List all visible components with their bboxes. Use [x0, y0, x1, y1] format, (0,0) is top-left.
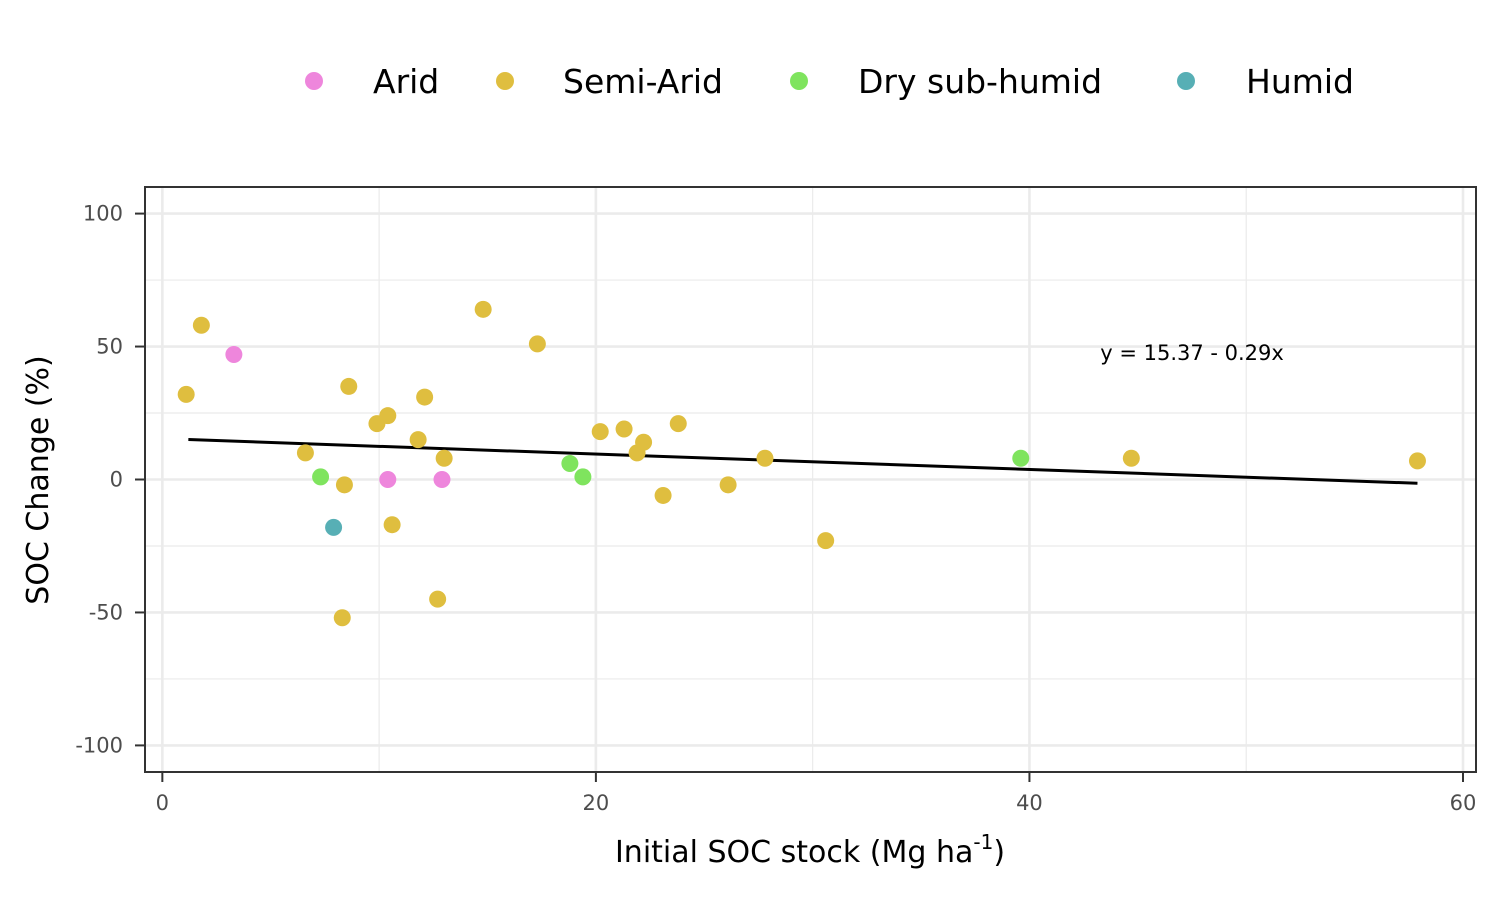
x-axis-title: Initial SOC stock (Mg ha-1)	[615, 830, 1005, 870]
point-semi-arid	[1122, 449, 1140, 467]
legend-key-dry-sub-humid	[790, 72, 808, 90]
x-axis-title-superscript: -1	[973, 830, 993, 854]
point-semi-arid	[416, 388, 434, 406]
legend: Arid Semi-Arid Dry sub-humid Humid	[305, 62, 1354, 101]
point-semi-arid	[192, 316, 210, 334]
y-axis-title: SOC Change (%)	[21, 355, 56, 604]
point-semi-arid	[669, 415, 687, 433]
major-gridlines	[145, 187, 1476, 772]
point-semi-arid	[335, 476, 353, 494]
point-dry-sub-humid	[1012, 449, 1030, 467]
x-tick-label: 60	[1450, 791, 1477, 815]
point-arid	[225, 346, 243, 364]
legend-label-arid: Arid	[373, 62, 439, 101]
point-arid	[379, 471, 397, 488]
point-semi-arid	[435, 449, 453, 467]
x-axis-title-text: Initial SOC stock (Mg ha	[615, 835, 973, 870]
point-humid	[325, 518, 343, 536]
y-tick-label: 50	[96, 335, 123, 359]
point-semi-arid	[591, 423, 609, 441]
point-semi-arid	[474, 300, 492, 318]
trend-line	[188, 438, 1418, 485]
point-semi-arid	[1408, 452, 1426, 470]
minor-gridlines	[145, 187, 1476, 772]
point-semi-arid	[409, 431, 427, 449]
point-semi-arid	[429, 590, 447, 608]
y-axis: 100 50 0 -50 -100	[75, 202, 145, 757]
legend-key-semi-arid	[496, 72, 514, 90]
point-semi-arid	[719, 476, 737, 494]
y-tick-label: -50	[89, 600, 123, 624]
point-semi-arid	[177, 385, 195, 403]
point-semi-arid	[296, 444, 314, 462]
y-tick-label: 100	[83, 202, 123, 226]
data-points	[177, 300, 1426, 627]
point-semi-arid	[379, 407, 397, 425]
x-tick-label: 0	[156, 791, 169, 815]
point-dry-sub-humid	[574, 468, 592, 486]
point-semi-arid	[635, 433, 653, 451]
legend-item-arid: Arid	[305, 62, 439, 101]
point-semi-arid	[654, 486, 672, 504]
point-semi-arid	[333, 609, 351, 627]
legend-key-arid	[305, 72, 323, 90]
point-semi-arid	[340, 377, 358, 395]
x-tick-label: 40	[1016, 791, 1043, 815]
x-tick-label: 20	[583, 791, 610, 815]
point-arid	[433, 471, 451, 488]
point-dry-sub-humid	[561, 455, 579, 473]
point-dry-sub-humid	[312, 468, 330, 486]
legend-label-humid: Humid	[1246, 62, 1354, 101]
regression-equation: y = 15.37 - 0.29x	[1100, 341, 1284, 365]
point-semi-arid	[817, 532, 835, 550]
x-axis: 0 20 40 60	[156, 772, 1477, 815]
plot-panel: y = 15.37 - 0.29x	[144, 186, 1477, 773]
point-semi-arid	[383, 516, 401, 534]
y-tick-label: 0	[110, 468, 123, 492]
legend-item-humid: Humid	[1177, 62, 1354, 101]
legend-label-dry-sub-humid: Dry sub-humid	[858, 62, 1102, 101]
point-semi-arid	[756, 449, 774, 467]
legend-label-semi-arid: Semi-Arid	[563, 62, 723, 101]
legend-item-semi-arid: Semi-Arid	[496, 62, 723, 101]
legend-item-dry-sub-humid: Dry sub-humid	[790, 62, 1102, 101]
trend-line-group	[188, 438, 1418, 485]
x-axis-title-close: )	[993, 835, 1005, 870]
point-semi-arid	[528, 335, 546, 353]
legend-key-humid	[1177, 72, 1195, 90]
point-semi-arid	[615, 420, 633, 438]
y-tick-label: -100	[75, 733, 123, 757]
